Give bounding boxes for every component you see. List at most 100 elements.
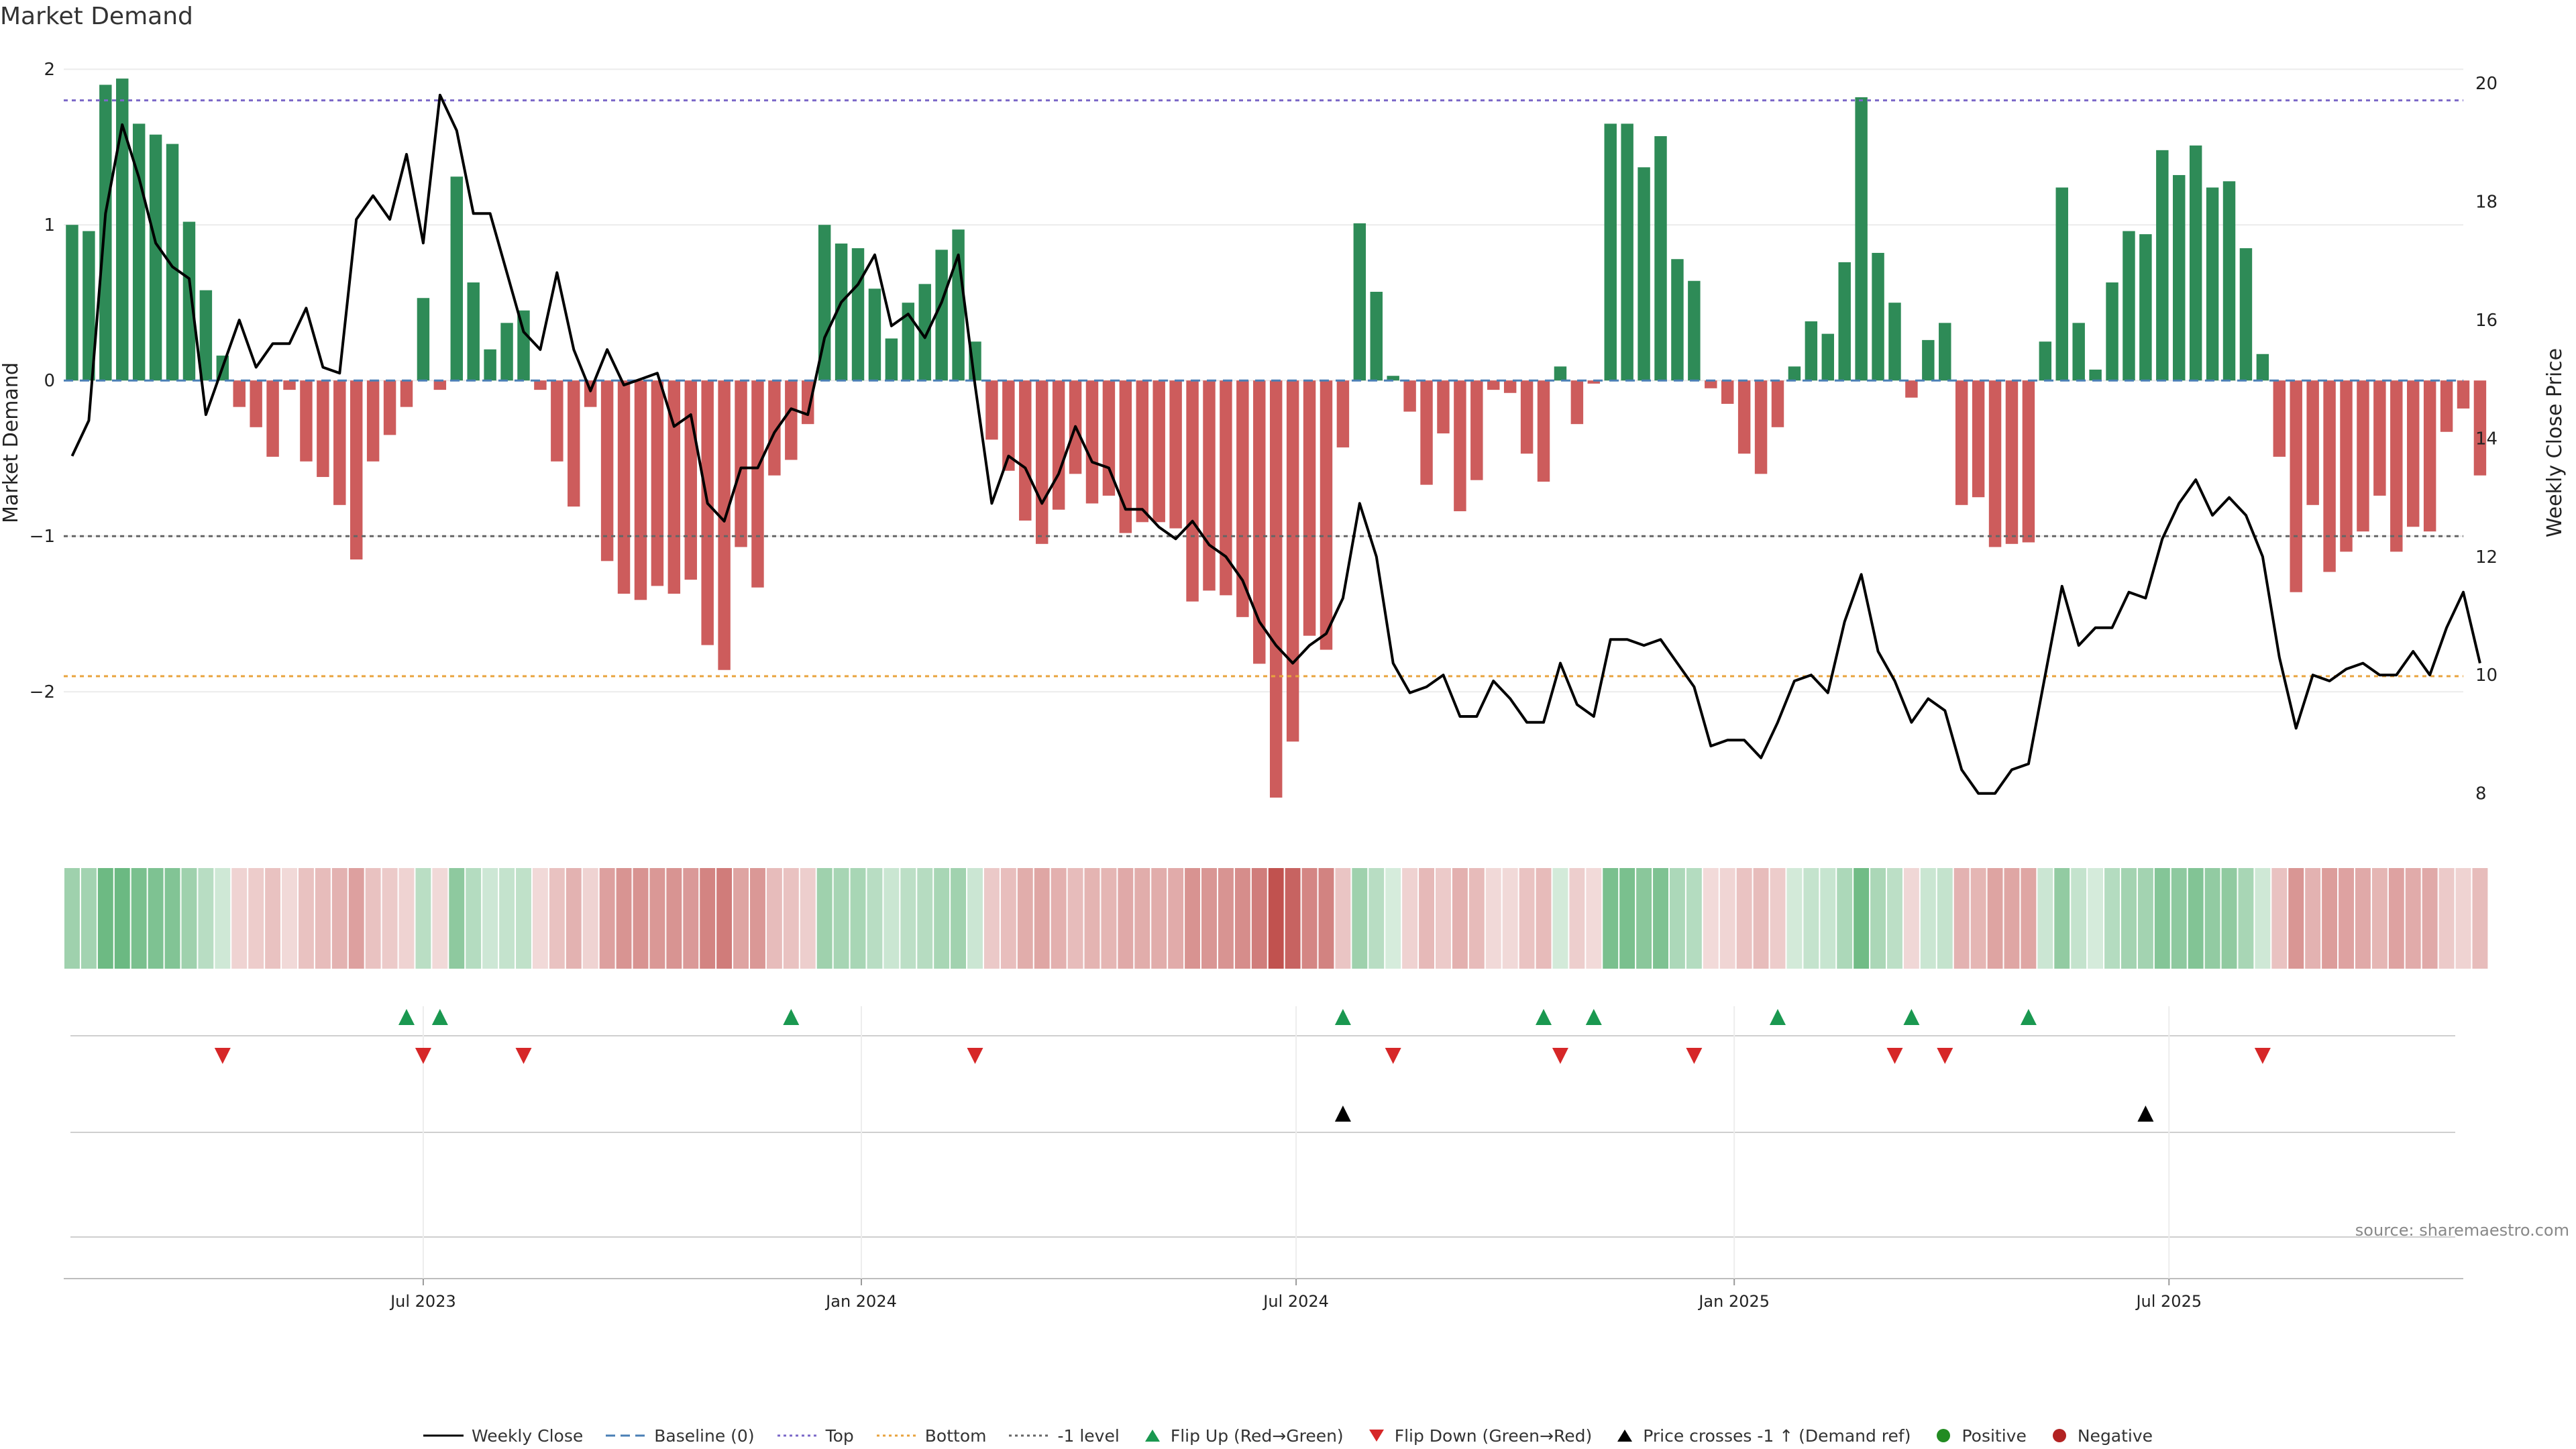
heat-cell	[750, 868, 765, 969]
demand-bar	[1805, 321, 1818, 381]
demand-bar	[1019, 380, 1032, 521]
demand-bar	[1437, 380, 1450, 434]
heat-cell	[265, 868, 281, 969]
demand-bar	[1320, 380, 1333, 650]
legend-label: Baseline (0)	[654, 1426, 755, 1446]
demand-bar	[1737, 380, 1751, 454]
demand-bar	[1638, 167, 1650, 381]
heat-cell	[833, 868, 849, 969]
legend-label: Top	[825, 1426, 854, 1446]
heat-cell	[1218, 868, 1234, 969]
demand-bar	[1537, 380, 1550, 482]
demand-bar	[1203, 380, 1216, 591]
heat-cell	[1703, 868, 1719, 969]
heat-cell	[1536, 868, 1552, 969]
demand-bar	[2139, 234, 2152, 381]
legend-item-weekly-close: Weekly Close	[423, 1426, 583, 1446]
heat-cell	[666, 868, 682, 969]
legend-item-flip-up: Flip Up (Red→Green)	[1142, 1426, 1344, 1446]
demand-bar	[467, 282, 480, 381]
heat-cell	[1234, 868, 1250, 969]
legend-label: Flip Down (Green→Red)	[1394, 1426, 1593, 1446]
heat-cell	[867, 868, 883, 969]
heat-cell	[1151, 868, 1167, 969]
heat-cell	[348, 868, 364, 969]
demand-bar	[1838, 262, 1851, 381]
demand-bar	[283, 380, 296, 390]
heat-cell	[800, 868, 816, 969]
heat-cell	[934, 868, 950, 969]
demand-bar	[2306, 380, 2319, 505]
heat-cell	[2405, 868, 2421, 969]
heat-cell	[683, 868, 699, 969]
flip-up-marker	[1585, 1009, 1602, 1025]
heat-cell	[1201, 868, 1217, 969]
demand-bar	[99, 85, 112, 381]
heat-cell	[131, 868, 147, 969]
y2-axis-title: Weekly Close Price	[2543, 348, 2567, 537]
heat-cell	[1786, 868, 1803, 969]
demand-bar	[952, 229, 965, 381]
demand-bar	[1119, 380, 1132, 533]
demand-bar	[1085, 380, 1099, 504]
heat-cell	[148, 868, 164, 969]
demand-bar	[116, 78, 129, 381]
flip-down-marker	[1385, 1048, 1401, 1064]
demand-bar	[1905, 380, 1918, 398]
heat-cell	[2204, 868, 2220, 969]
demand-bar	[1972, 380, 1985, 498]
heat-cell	[1586, 868, 1602, 969]
demand-bar	[1136, 380, 1149, 523]
legend-label: Bottom	[924, 1426, 987, 1446]
demand-bar	[2005, 380, 2019, 544]
heat-cell	[649, 868, 665, 969]
heat-cell	[1485, 868, 1501, 969]
heat-cell	[2021, 868, 2037, 969]
flip-down-marker	[1552, 1048, 1568, 1064]
demand-bar	[935, 250, 948, 381]
heat-cell	[1067, 868, 1083, 969]
legend: Weekly Close Baseline (0) Top Bottom -1 …	[0, 1422, 2576, 1449]
demand-bar	[433, 380, 447, 390]
dotted-line-swatch-icon	[777, 1434, 818, 1437]
demand-bar	[2189, 145, 2202, 381]
heat-cell	[566, 868, 582, 969]
heat-cell	[1686, 868, 1702, 969]
legend-item-positive: Positive	[1933, 1426, 2027, 1446]
x-tick-label: Jul 2025	[2135, 1292, 2202, 1311]
demand-bar	[851, 248, 865, 381]
dashed-line-swatch-icon	[606, 1434, 647, 1437]
demand-bar	[1587, 380, 1601, 384]
demand-bar	[1821, 333, 1835, 381]
x-tick-label: Jul 2023	[389, 1292, 456, 1311]
heat-cell	[1736, 868, 1752, 969]
heat-cell	[2422, 868, 2438, 969]
heat-cell	[1118, 868, 1134, 969]
demand-bar	[333, 380, 346, 505]
demand-bar	[785, 380, 798, 460]
heat-cell	[1953, 868, 1970, 969]
heat-cell	[883, 868, 900, 969]
demand-bar	[400, 380, 413, 407]
demand-bar	[1152, 380, 1165, 523]
heat-cell	[2088, 868, 2104, 969]
y-tick-label: 0	[44, 371, 55, 391]
heat-cell	[2371, 868, 2387, 969]
legend-item-negative: Negative	[2049, 1426, 2153, 1446]
demand-bar	[818, 225, 831, 381]
demand-bar	[868, 288, 881, 381]
demand-bar	[1939, 323, 1951, 381]
demand-bar	[735, 380, 747, 547]
demand-bar	[2273, 380, 2286, 457]
heat-cell	[181, 868, 197, 969]
heat-cell	[2154, 868, 2170, 969]
heat-cell	[532, 868, 548, 969]
heat-cell	[198, 868, 214, 969]
demand-bar	[1705, 380, 1717, 388]
demand-bar	[1269, 380, 1283, 798]
heat-cell	[1870, 868, 1886, 969]
flip-down-marker	[967, 1048, 983, 1064]
flip-up-marker	[1903, 1009, 1920, 1025]
heat-cell	[2322, 868, 2338, 969]
demand-bar	[651, 380, 664, 586]
